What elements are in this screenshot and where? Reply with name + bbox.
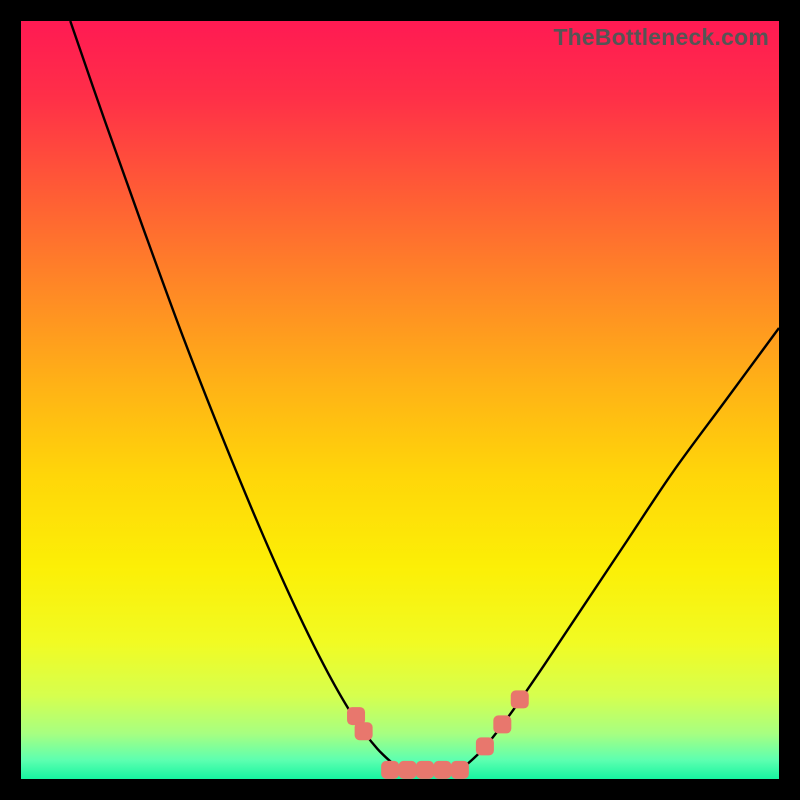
marker-point [381,761,399,779]
curve-layer [21,21,779,779]
marker-point [451,761,469,779]
marker-point [493,715,511,733]
chart-frame: TheBottleneck.com [0,0,800,800]
bottleneck-curve [70,21,779,771]
marker-point [355,722,373,740]
marker-point [399,761,417,779]
marker-point [416,761,434,779]
marker-point [433,761,451,779]
marker-group [347,690,529,778]
plot-area: TheBottleneck.com [21,21,779,779]
marker-point [476,737,494,755]
marker-point [511,690,529,708]
